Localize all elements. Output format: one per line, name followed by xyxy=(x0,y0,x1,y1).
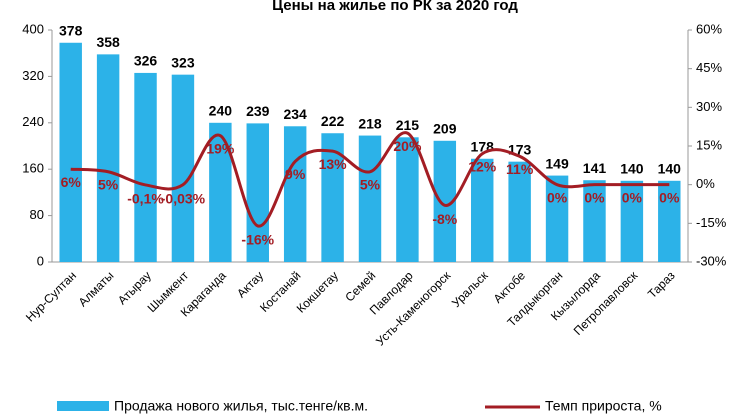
line-value-label: -0,1% xyxy=(127,191,164,207)
bar-value-label: 218 xyxy=(358,115,382,131)
bar xyxy=(358,135,382,262)
line-value-label: 20% xyxy=(393,138,422,154)
bar xyxy=(583,180,606,262)
bar xyxy=(246,123,269,262)
y2-tick-label: 45% xyxy=(696,60,722,75)
x-tick-label: Алматы xyxy=(76,268,117,309)
bar-value-label: 234 xyxy=(283,106,307,122)
x-tick-label: Тараз xyxy=(645,268,678,301)
line-value-label: -0,03% xyxy=(161,190,206,206)
bar xyxy=(658,180,681,262)
bar-value-label: 222 xyxy=(321,113,345,129)
line-value-label: 0% xyxy=(547,189,568,205)
line-value-label: 19% xyxy=(206,140,235,156)
bar xyxy=(545,175,569,262)
bar-value-label: 149 xyxy=(545,155,569,171)
line-value-label: 13% xyxy=(319,156,348,172)
bar-value-label: 239 xyxy=(246,103,270,119)
y-tick-label: 160 xyxy=(22,161,44,176)
bar xyxy=(59,42,82,263)
chart-title: Цены на жилье по РК за 2020 год xyxy=(272,0,518,14)
y-tick-label: 0 xyxy=(37,253,44,268)
bar-value-label: 140 xyxy=(658,161,682,177)
y-tick-label: 80 xyxy=(30,207,44,222)
bar xyxy=(134,72,157,262)
y-tick-label: 400 xyxy=(22,21,44,36)
legend-label: Темп прироста, % xyxy=(545,398,662,414)
line-value-label: -16% xyxy=(241,232,274,248)
bar-value-label: 358 xyxy=(96,34,120,50)
x-tick-label: Семей xyxy=(342,268,378,304)
x-tick-label: Актау xyxy=(234,268,266,300)
bar-value-label: 378 xyxy=(59,22,83,38)
bar-value-label: 141 xyxy=(583,160,607,176)
x-tick-label: Нур-Султан xyxy=(23,268,79,324)
y-tick-label: 240 xyxy=(22,114,44,129)
y2-tick-label: 60% xyxy=(696,21,722,36)
bar-value-label: 323 xyxy=(171,54,195,70)
y2-tick-label: 0% xyxy=(696,176,715,191)
y2-tick-label: 30% xyxy=(696,99,722,114)
line-value-label: 9% xyxy=(285,166,306,182)
line-value-label: 12% xyxy=(468,158,497,174)
bar-value-label: 140 xyxy=(620,161,644,177)
line-value-label: 6% xyxy=(61,174,82,190)
y2-tick-label: -30% xyxy=(696,253,727,268)
x-tick-label: Кокшетау xyxy=(294,268,341,315)
line-value-label: 0% xyxy=(622,189,643,205)
line-value-label: 5% xyxy=(98,176,119,192)
bar xyxy=(171,74,195,262)
line-value-label: 0% xyxy=(584,189,605,205)
bar-value-label: 209 xyxy=(433,120,457,136)
bar xyxy=(283,126,307,262)
bar-value-label: 240 xyxy=(209,103,233,119)
bar xyxy=(321,133,344,262)
x-tick-label: Уральск xyxy=(449,268,491,310)
line-value-label: -8% xyxy=(432,211,457,227)
x-tick-label: Петропавловск xyxy=(571,268,641,338)
line-value-label: 11% xyxy=(506,161,534,177)
bar xyxy=(508,161,531,262)
y2-tick-label: -15% xyxy=(696,215,727,230)
line xyxy=(70,131,670,228)
bar xyxy=(209,122,232,262)
y-tick-label: 320 xyxy=(22,68,44,83)
bar xyxy=(396,137,419,262)
bar-value-label: 326 xyxy=(134,53,158,69)
legend-label: Продажа нового жилья, тыс.тенге/кв.м. xyxy=(114,398,368,414)
line-value-label: 5% xyxy=(360,176,381,192)
line-value-label: 0% xyxy=(659,189,680,205)
bar-value-label: 215 xyxy=(396,117,420,133)
y2-tick-label: 15% xyxy=(696,137,722,152)
bar xyxy=(471,158,494,262)
bar xyxy=(433,140,457,262)
bar xyxy=(96,54,120,262)
bar xyxy=(620,180,644,262)
legend-swatch xyxy=(57,401,109,411)
